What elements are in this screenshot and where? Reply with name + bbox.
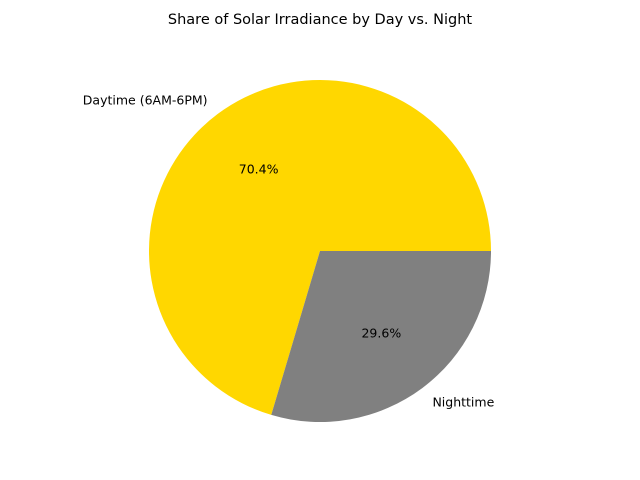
pie-slice-category-label: Daytime (6AM-6PM) bbox=[83, 93, 208, 108]
pie-slice-0 bbox=[149, 79, 491, 415]
pie-slice-category-label: Nighttime bbox=[432, 394, 494, 409]
pie-slice-1 bbox=[271, 251, 491, 422]
pie-slice-pct-label: 29.6% bbox=[361, 326, 401, 341]
pie-slice-pct-label: 70.4% bbox=[239, 161, 279, 176]
chart-title: Share of Solar Irradiance by Day vs. Nig… bbox=[167, 12, 473, 28]
